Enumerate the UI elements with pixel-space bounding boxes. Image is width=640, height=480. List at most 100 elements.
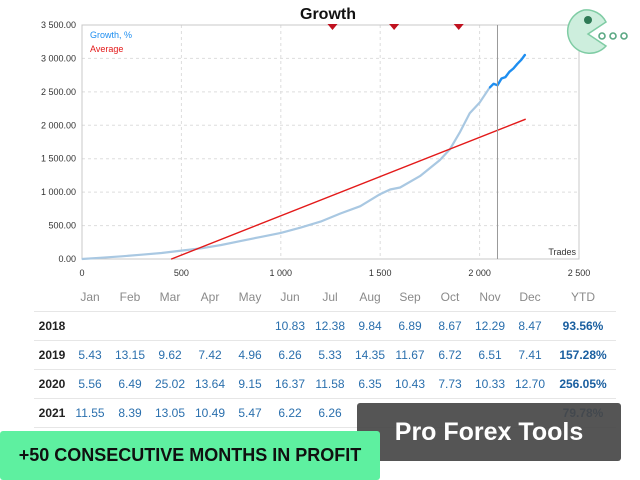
month-cell: 6.35 [350, 369, 390, 399]
month-cell [70, 311, 110, 341]
year-cell: 2021 [34, 398, 70, 428]
x-tick-label: 1 500 [369, 268, 392, 278]
chart-markers [327, 24, 498, 259]
series-point [419, 175, 421, 177]
month-cell: 11.58 [310, 369, 350, 399]
event-marker-triangle [327, 24, 338, 30]
y-tick-label: 3 000.00 [41, 53, 76, 63]
month-cell: 6.26 [270, 340, 310, 370]
event-marker-triangle [389, 24, 400, 30]
month-cell: 12.38 [310, 311, 350, 341]
table-row: 2020 5.56 6.49 25.02 13.64 9.15 16.37 11.58 6.35… [34, 369, 616, 399]
table-header-cell: Jul [310, 283, 350, 312]
month-cell: 13.15 [110, 340, 150, 370]
series-point [300, 226, 302, 229]
month-cell: 10.49 [190, 398, 230, 428]
table-header-cell: Sep [390, 283, 430, 312]
y-tick-label: 1 500.00 [41, 154, 76, 164]
series-point [81, 258, 83, 260]
x-tick-label: 0 [79, 268, 84, 278]
ytd-cell: 93.56% [550, 311, 616, 341]
y-tick-label: 2 000.00 [41, 120, 76, 130]
table-header-cell: Apr [190, 283, 230, 312]
brand-banner: Pro Forex Tools [357, 403, 621, 461]
month-cell: 6.51 [470, 340, 510, 370]
series-point [399, 186, 401, 189]
x-axis: 0 500 1 000 1 500 2 000 2 500 [79, 268, 590, 278]
series-point [500, 77, 503, 80]
table-header-cell: Oct [430, 283, 470, 312]
table-header-cell: Aug [350, 283, 390, 312]
x-tick-label: 1 000 [270, 268, 293, 278]
month-cell: 5.43 [70, 340, 110, 370]
month-cell: 6.89 [390, 311, 430, 341]
month-cell: 6.26 [310, 398, 350, 428]
series-point [504, 76, 507, 78]
series-point [524, 53, 526, 56]
series-point [512, 67, 514, 70]
month-cell: 7.41 [510, 340, 550, 370]
month-cell: 12.70 [510, 369, 550, 399]
x-tick-label: 500 [174, 268, 189, 278]
month-cell: 7.73 [430, 369, 470, 399]
chart-title: Growth [300, 6, 356, 23]
month-cell: 8.47 [510, 311, 550, 341]
month-cell: 11.55 [70, 398, 110, 428]
month-cell: 10.83 [270, 311, 310, 341]
y-tick-label: 1 000.00 [41, 187, 76, 197]
series-point [240, 240, 242, 242]
series-point [520, 59, 522, 61]
month-cell: 6.72 [430, 340, 470, 370]
table-header-cell [34, 283, 70, 312]
month-cell: 11.67 [390, 340, 430, 370]
month-cell: 5.56 [70, 369, 110, 399]
series-line-1 [488, 53, 527, 89]
month-cell: 9.62 [150, 340, 190, 370]
table-header-row: Jan Feb Mar Apr May Jun Jul Aug Sep Oct Nov Dec YTD [34, 283, 616, 312]
table-header-cell: May [230, 283, 270, 312]
x-tick-label: 2 500 [568, 268, 591, 278]
series-point [479, 101, 481, 104]
ytd-cell: 256.05% [550, 369, 616, 399]
series-line-2 [171, 118, 526, 260]
table-header-cell: YTD [550, 283, 616, 312]
chart-series [81, 53, 527, 261]
growth-chart: Growth 0.00 500.00 1 000.00 1 500.00 2 000.0… [41, 6, 590, 278]
y-axis: 0.00 500.00 1 000.00 1 500.00 2 000.00 2 500.… [41, 20, 76, 264]
series-point [220, 244, 222, 246]
legend-average: Average [90, 44, 123, 54]
series-point [121, 255, 123, 257]
table-header-cell: Dec [510, 283, 550, 312]
series-point [516, 63, 518, 65]
month-cell: 5.33 [310, 340, 350, 370]
series-point [141, 254, 143, 256]
month-cell [230, 311, 270, 341]
series-line-0 [81, 87, 491, 261]
month-cell: 7.42 [190, 340, 230, 370]
series-point [524, 118, 526, 120]
promo-banner: +50 CONSECUTIVE MONTHS IN PROFIT [0, 431, 380, 480]
y-tick-label: 0.00 [58, 254, 76, 264]
month-cell [110, 311, 150, 341]
month-cell: 9.15 [230, 369, 270, 399]
month-cell: 14.35 [350, 340, 390, 370]
month-cell: 6.49 [110, 369, 150, 399]
series-point [359, 205, 361, 207]
month-cell: 16.37 [270, 369, 310, 399]
month-cell: 8.67 [430, 311, 470, 341]
table-header-cell: Mar [150, 283, 190, 312]
month-cell: 10.43 [390, 369, 430, 399]
series-point [488, 87, 491, 89]
table-row: 2018 10.83 12.38 9.84 6.89 8.67 12.29 8.47 93.56… [34, 311, 616, 341]
legend-growth: Growth, % [90, 30, 132, 40]
table-row: 2019 5.43 13.15 9.62 7.42 4.96 6.26 5.33 14.35 11… [34, 340, 616, 370]
y-tick-label: 500.00 [48, 221, 76, 231]
table-header-cell: Feb [110, 283, 150, 312]
series-point [260, 236, 262, 238]
series-point [508, 71, 511, 73]
month-cell: 4.96 [230, 340, 270, 370]
series-point [319, 220, 322, 223]
series-point [170, 258, 173, 260]
series-point [379, 193, 381, 195]
table-header-cell: Nov [470, 283, 510, 312]
